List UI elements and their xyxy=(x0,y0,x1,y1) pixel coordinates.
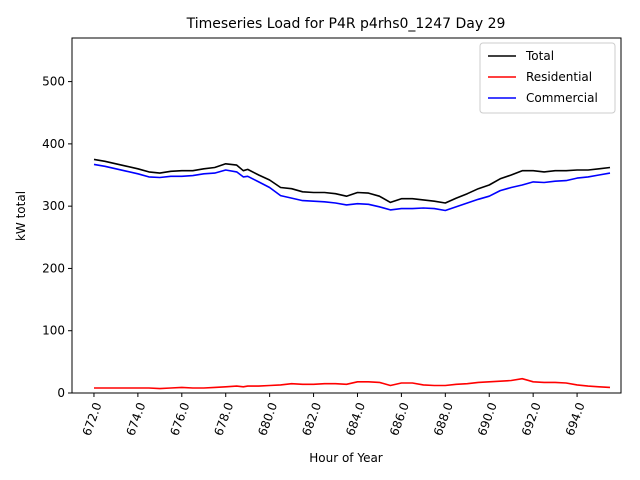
y-tick-label: 300 xyxy=(42,199,65,213)
legend-box xyxy=(479,42,616,114)
legend: Total Residential Commercial xyxy=(479,42,616,114)
series-line-residential xyxy=(94,377,611,390)
y-tick-label: 500 xyxy=(42,75,65,89)
y-tick-label: 0 xyxy=(57,386,65,400)
series-line-commercial xyxy=(93,163,611,212)
legend-label-residential: Residential xyxy=(526,70,592,84)
series-layer xyxy=(93,158,611,390)
series-line-total xyxy=(93,158,611,204)
legend-label-total: Total xyxy=(525,49,554,63)
y-axis-label: kW total xyxy=(14,191,28,241)
y-tick-label: 200 xyxy=(42,261,65,275)
legend-label-commercial: Commercial xyxy=(526,91,598,105)
x-axis-label: Hour of Year xyxy=(309,451,383,465)
plot-area-frame xyxy=(71,37,622,394)
y-axis: 0 100 200 300 400 500 xyxy=(42,75,72,400)
chart-title: Timeseries Load for P4R p4rhs0_1247 Day … xyxy=(186,16,506,32)
y-tick-label: 100 xyxy=(42,324,65,338)
y-tick-label: 400 xyxy=(42,137,65,151)
